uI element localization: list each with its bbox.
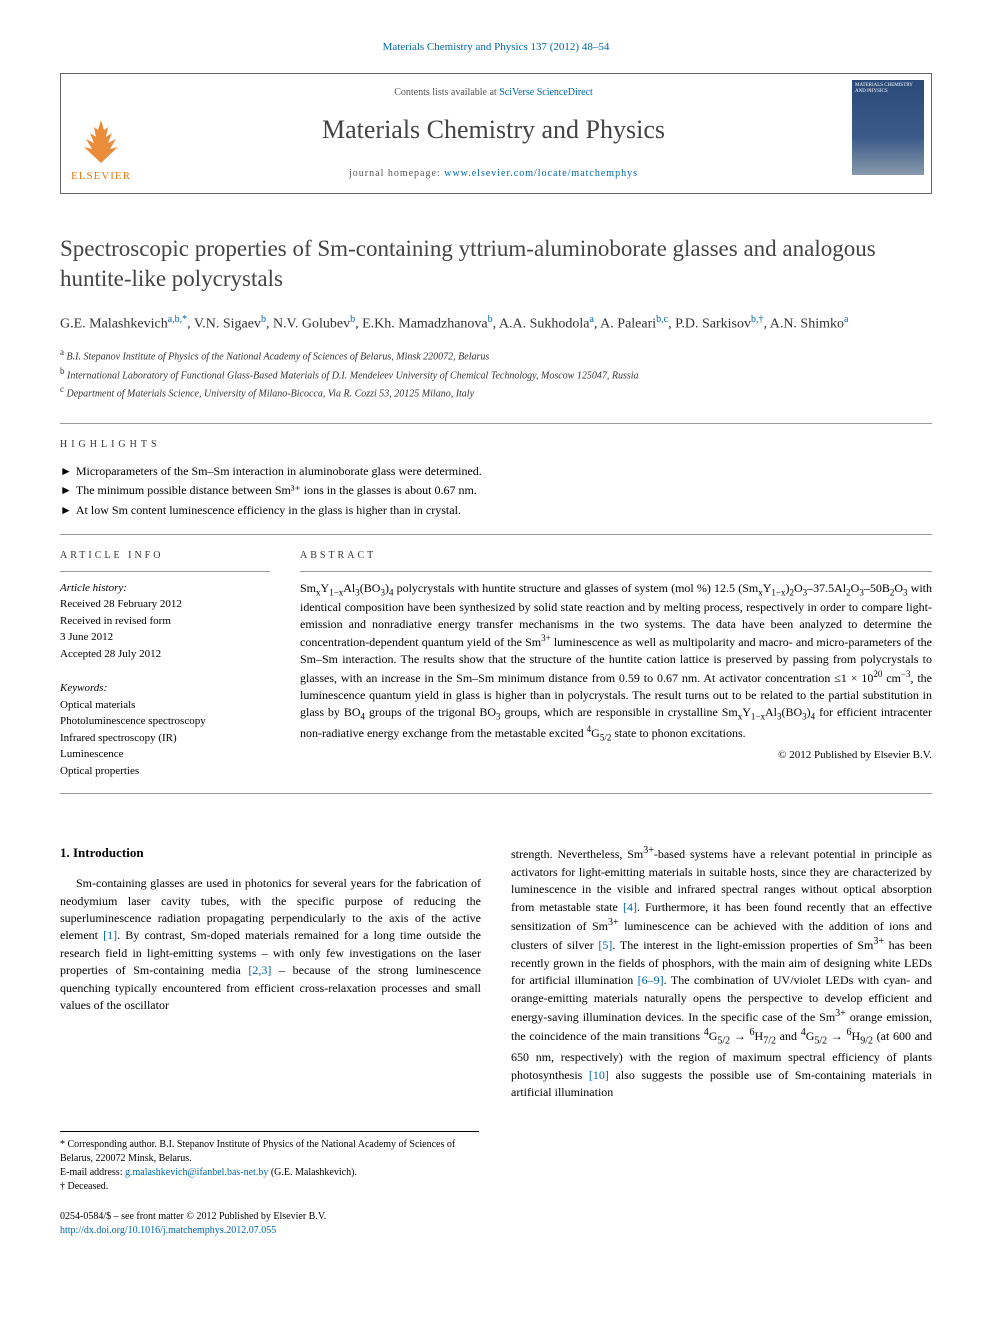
abstract-text: SmxY1−xAl3(BO3)4 polycrystals with hunti… bbox=[300, 580, 932, 744]
cover-title-text: MATERIALS CHEMISTRY AND PHYSICS bbox=[852, 80, 924, 97]
deceased-note: † Deceased. bbox=[60, 1180, 479, 1194]
email-label: E-mail address: bbox=[60, 1167, 125, 1178]
homepage-link[interactable]: www.elsevier.com/locate/matchemphys bbox=[444, 168, 638, 179]
email-author: (G.E. Malashkevich). bbox=[268, 1167, 357, 1178]
intro-paragraph-col1: Sm-containing glasses are used in photon… bbox=[60, 875, 481, 1014]
authors-list: G.E. Malashkevicha,b,*, V.N. Sigaevb, N.… bbox=[60, 312, 932, 335]
keywords-label: Keywords: bbox=[60, 680, 270, 697]
affiliation-line: c Department of Materials Science, Unive… bbox=[60, 383, 932, 401]
publisher-logo-cell: ELSEVIER bbox=[61, 74, 141, 192]
corresponding-author-note: * Corresponding author. B.I. Stepanov In… bbox=[60, 1138, 479, 1166]
journal-reference: Materials Chemistry and Physics 137 (201… bbox=[60, 40, 932, 55]
abstract-copyright: © 2012 Published by Elsevier B.V. bbox=[300, 748, 932, 763]
abstract-column: ABSTRACT SmxY1−xAl3(BO3)4 polycrystals w… bbox=[300, 549, 932, 780]
journal-title: Materials Chemistry and Physics bbox=[153, 112, 834, 148]
keyword-item: Photoluminescence spectroscopy bbox=[60, 713, 270, 730]
highlights-label: HIGHLIGHTS bbox=[60, 438, 932, 452]
email-link[interactable]: g.malashkevich@ifanbel.bas-net.by bbox=[125, 1167, 268, 1178]
keyword-item: Infrared spectroscopy (IR) bbox=[60, 730, 270, 747]
article-title: Spectroscopic properties of Sm-containin… bbox=[60, 234, 932, 294]
keyword-item: Optical properties bbox=[60, 763, 270, 780]
history-label: Article history: bbox=[60, 580, 270, 597]
homepage-prefix: journal homepage: bbox=[349, 168, 444, 179]
contents-available-line: Contents lists available at SciVerse Sci… bbox=[153, 86, 834, 100]
divider bbox=[300, 571, 932, 572]
divider bbox=[60, 793, 932, 794]
header-center: Contents lists available at SciVerse Sci… bbox=[141, 74, 846, 192]
highlight-item: ►The minimum possible distance between S… bbox=[60, 481, 932, 500]
history-line: Received 28 February 2012 bbox=[60, 596, 270, 613]
article-info-column: ARTICLE INFO Article history: Received 2… bbox=[60, 549, 270, 780]
contents-prefix: Contents lists available at bbox=[394, 87, 499, 98]
journal-header: ELSEVIER Contents lists available at Sci… bbox=[60, 73, 932, 193]
issn-line: 0254-0584/$ – see front matter © 2012 Pu… bbox=[60, 1210, 932, 1224]
journal-cover-thumbnail: MATERIALS CHEMISTRY AND PHYSICS bbox=[852, 80, 924, 175]
history-line: Received in revised form bbox=[60, 613, 270, 630]
cover-thumbnail-cell: MATERIALS CHEMISTRY AND PHYSICS bbox=[846, 74, 931, 192]
article-history: Article history: Received 28 February 20… bbox=[60, 580, 270, 663]
highlight-item: ►At low Sm content luminescence efficien… bbox=[60, 501, 932, 520]
keywords-block: Keywords: Optical materialsPhotoluminesc… bbox=[60, 680, 270, 779]
introduction-section: 1. Introduction Sm-containing glasses ar… bbox=[60, 844, 932, 1101]
email-line: E-mail address: g.malashkevich@ifanbel.b… bbox=[60, 1166, 479, 1180]
highlight-item: ►Microparameters of the Sm–Sm interactio… bbox=[60, 462, 932, 481]
article-info-label: ARTICLE INFO bbox=[60, 549, 270, 563]
highlights-list: ►Microparameters of the Sm–Sm interactio… bbox=[60, 462, 932, 520]
divider bbox=[60, 571, 270, 572]
affiliation-line: b International Laboratory of Functional… bbox=[60, 365, 932, 383]
elsevier-tree-icon bbox=[76, 115, 126, 165]
divider bbox=[60, 423, 932, 424]
history-line: 3 June 2012 bbox=[60, 629, 270, 646]
history-line: Accepted 28 July 2012 bbox=[60, 646, 270, 663]
keyword-item: Luminescence bbox=[60, 746, 270, 763]
info-abstract-row: ARTICLE INFO Article history: Received 2… bbox=[60, 549, 932, 780]
publisher-name: ELSEVIER bbox=[71, 169, 131, 184]
homepage-line: journal homepage: www.elsevier.com/locat… bbox=[153, 167, 834, 181]
keyword-item: Optical materials bbox=[60, 697, 270, 714]
footnotes: * Corresponding author. B.I. Stepanov In… bbox=[60, 1131, 479, 1194]
affiliation-line: a B.I. Stepanov Institute of Physics of … bbox=[60, 346, 932, 364]
abstract-label: ABSTRACT bbox=[300, 549, 932, 563]
doi-link[interactable]: http://dx.doi.org/10.1016/j.matchemphys.… bbox=[60, 1225, 276, 1236]
sciencedirect-link[interactable]: SciVerse ScienceDirect bbox=[499, 87, 593, 98]
intro-paragraph-col2: strength. Nevertheless, Sm3+-based syste… bbox=[511, 844, 932, 1101]
page-footer: 0254-0584/$ – see front matter © 2012 Pu… bbox=[60, 1210, 932, 1238]
affiliations-list: a B.I. Stepanov Institute of Physics of … bbox=[60, 346, 932, 401]
intro-heading: 1. Introduction bbox=[60, 844, 481, 863]
divider bbox=[60, 534, 932, 535]
